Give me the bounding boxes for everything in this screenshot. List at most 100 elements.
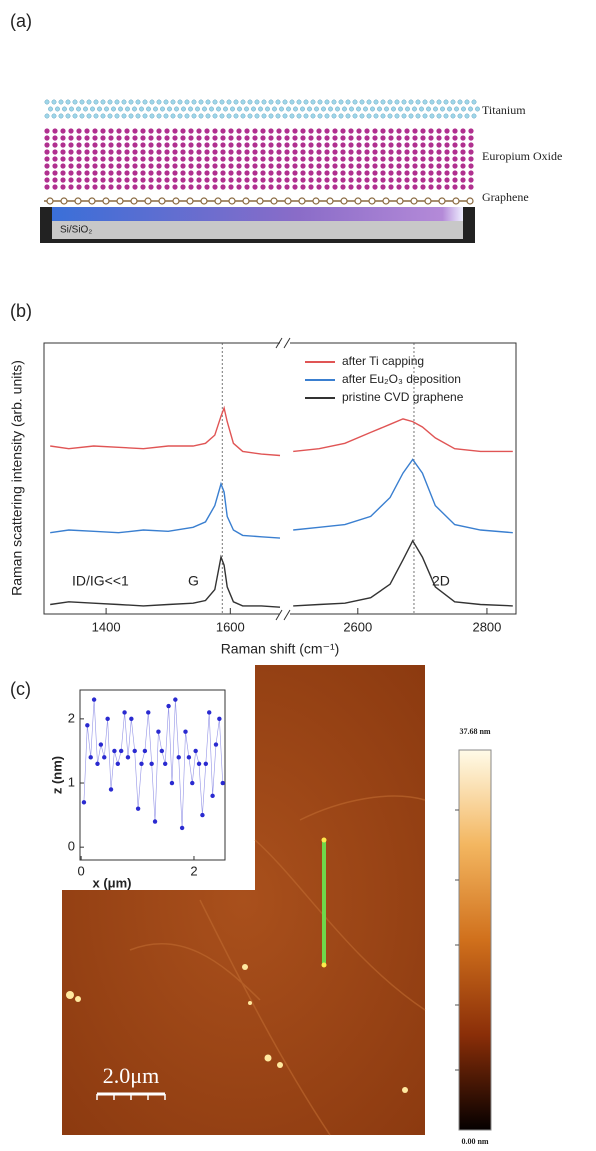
- europium-oxide-atom: [428, 184, 434, 190]
- europium-oxide-atom: [396, 163, 402, 169]
- europium-oxide-atom: [468, 156, 474, 162]
- europium-oxide-atom: [228, 163, 234, 169]
- europium-oxide-atom: [356, 177, 362, 183]
- titanium-atom: [394, 99, 400, 105]
- europium-oxide-atom: [68, 149, 74, 155]
- titanium-atom: [128, 113, 134, 119]
- titanium-atom: [296, 113, 302, 119]
- titanium-atom: [254, 113, 260, 119]
- europium-oxide-atom: [276, 170, 282, 176]
- europium-oxide-atom: [268, 135, 274, 141]
- europium-oxide-atom: [180, 135, 186, 141]
- point: [179, 825, 185, 831]
- europium-oxide-atom: [300, 170, 306, 176]
- panel-label: (b): [10, 301, 32, 321]
- europium-oxide-atom: [84, 170, 90, 176]
- titanium-atom: [475, 106, 480, 112]
- europium-oxide-atom: [396, 149, 402, 155]
- europium-oxide-atom: [436, 177, 442, 183]
- graphene-atom: [242, 197, 250, 205]
- europium-oxide-atom: [68, 135, 74, 141]
- titanium-atom: [317, 99, 323, 105]
- europium-oxide-atom: [100, 149, 106, 155]
- europium-oxide-atom: [108, 163, 114, 169]
- europium-oxide-atom: [412, 177, 418, 183]
- titanium-atom: [121, 99, 127, 105]
- europium-oxide-atom: [444, 135, 450, 141]
- x-tick-label: 1600: [216, 619, 245, 634]
- europium-oxide-atom: [420, 149, 426, 155]
- europium-oxide-atom: [244, 170, 250, 176]
- graphene-atom: [102, 197, 110, 205]
- europium-oxide-atom: [436, 142, 442, 148]
- europium-oxide-atom: [300, 135, 306, 141]
- titanium-atom: [191, 99, 197, 105]
- titanium-atom: [72, 113, 78, 119]
- titanium-atom: [426, 106, 431, 112]
- europium-oxide-atom: [92, 135, 98, 141]
- europium-oxide-atom: [236, 156, 242, 162]
- europium-oxide-atom: [404, 170, 410, 176]
- europium-oxide-atom: [84, 163, 90, 169]
- europium-oxide-atom: [452, 163, 458, 169]
- europium-oxide-atom: [180, 163, 186, 169]
- titanium-atom: [415, 99, 421, 105]
- europium-oxide-atom: [420, 177, 426, 183]
- titanium-atom: [345, 99, 351, 105]
- europium-oxide-atom: [188, 163, 194, 169]
- europium-oxide-atom: [332, 142, 338, 148]
- europium-oxide-atom: [300, 128, 306, 134]
- europium-oxide-atom: [460, 163, 466, 169]
- europium-oxide-atom: [452, 184, 458, 190]
- europium-oxide-atom: [316, 142, 322, 148]
- europium-oxide-atom: [60, 128, 66, 134]
- europium-oxide-atom: [412, 170, 418, 176]
- europium-oxide-atom: [380, 142, 386, 148]
- titanium-atom: [177, 113, 183, 119]
- europium-oxide-atom: [204, 170, 210, 176]
- europium-oxide-atom: [140, 142, 146, 148]
- titanium-atom: [146, 106, 151, 112]
- europium-oxide-atom: [124, 170, 130, 176]
- point: [152, 819, 158, 824]
- europium-oxide-atom: [404, 177, 410, 183]
- europium-oxide-atom: [212, 177, 218, 183]
- europium-oxide-atom: [364, 170, 370, 176]
- europium-oxide-atom: [268, 128, 274, 134]
- europium-oxide-atom: [220, 142, 226, 148]
- titanium-atom: [443, 99, 449, 105]
- europium-oxide-atom: [52, 142, 58, 148]
- titanium-atom: [429, 99, 435, 105]
- europium-oxide-atom: [84, 156, 90, 162]
- europium-oxide-atom: [92, 149, 98, 155]
- europium-oxide-atom: [276, 156, 282, 162]
- point: [220, 780, 225, 786]
- titanium-atom: [293, 106, 298, 112]
- europium-oxide-atom: [156, 177, 162, 183]
- point: [135, 806, 141, 811]
- europium-oxide-atom: [468, 170, 474, 176]
- graphene-atom: [368, 197, 376, 205]
- titanium-atom: [359, 113, 365, 119]
- europium-oxide-atom: [436, 135, 442, 141]
- europium-oxide-atom: [356, 156, 362, 162]
- titanium-atom: [58, 99, 64, 105]
- titanium-atom: [251, 106, 256, 112]
- europium-oxide-atom: [44, 142, 50, 148]
- europium-oxide-atom: [180, 170, 186, 176]
- europium-oxide-atom: [164, 184, 170, 190]
- point: [207, 710, 212, 715]
- graphene-atom: [354, 197, 362, 205]
- titanium-atom: [86, 113, 92, 119]
- point: [166, 703, 171, 709]
- europium-oxide-atom: [76, 156, 82, 162]
- graphene-atom: [424, 197, 432, 205]
- x-tick-label: 1400: [92, 619, 121, 634]
- europium-oxide-atom: [444, 163, 450, 169]
- titanium-atom: [156, 113, 162, 119]
- graphene-atom: [88, 197, 96, 205]
- europium-oxide-atom: [148, 156, 154, 162]
- point: [105, 716, 110, 722]
- europium-oxide-atom: [156, 184, 162, 190]
- europium-oxide-atom: [372, 184, 378, 190]
